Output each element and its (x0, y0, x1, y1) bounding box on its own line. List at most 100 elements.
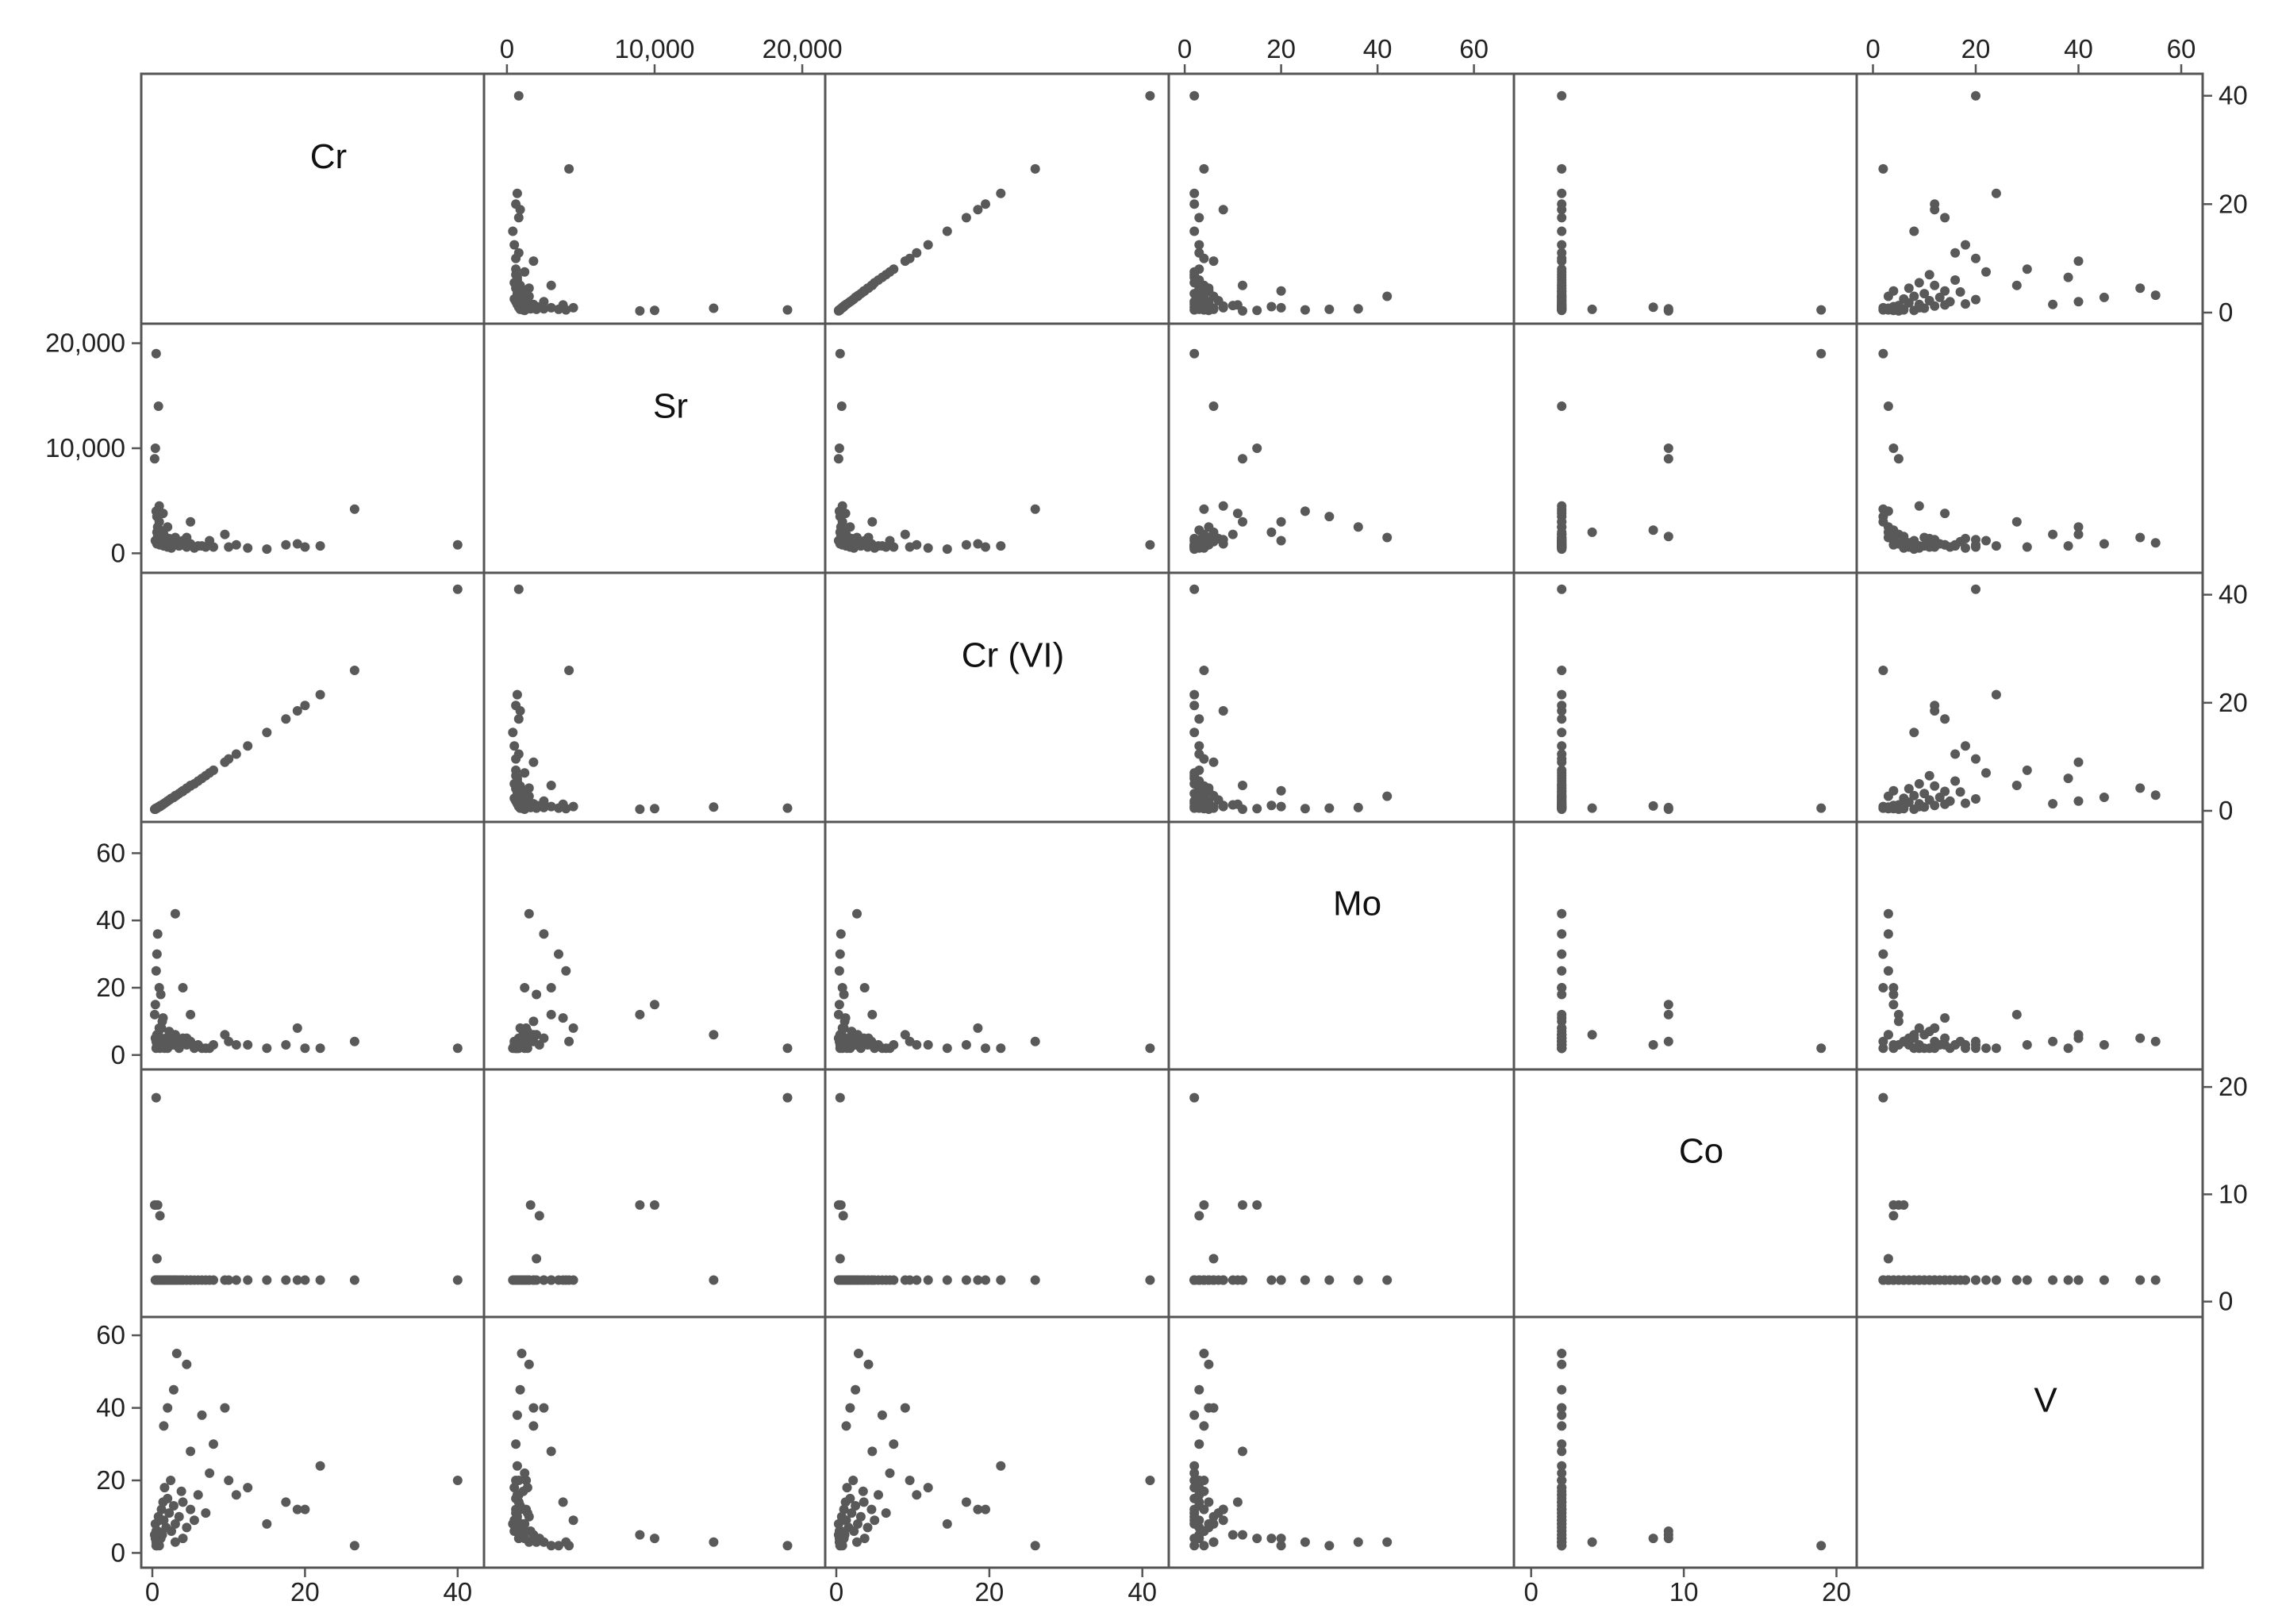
point-47 (1238, 280, 1247, 290)
point-58 (568, 1023, 578, 1033)
point-29 (1878, 348, 1888, 359)
point-43 (2063, 774, 2073, 784)
point-21 (1888, 443, 1899, 453)
point-42 (2099, 1275, 2109, 1285)
point-38 (1991, 541, 2001, 551)
point-12 (853, 1518, 862, 1529)
point-16 (1930, 781, 1940, 791)
point-58 (568, 801, 578, 812)
point-19 (1924, 770, 1934, 781)
point-18 (1950, 275, 1961, 285)
point-36 (1940, 539, 1950, 550)
point-39 (349, 666, 359, 675)
point-56 (1971, 1040, 1980, 1050)
point-58 (154, 501, 164, 511)
point-50 (511, 701, 521, 711)
point-49 (1950, 749, 1961, 759)
point-22 (561, 966, 571, 976)
point-37 (973, 539, 983, 549)
point-35 (262, 1275, 272, 1285)
point-35 (1189, 226, 1200, 236)
point-14 (1940, 1033, 1950, 1043)
point-56 (848, 1040, 859, 1050)
point-47 (867, 1009, 878, 1019)
point-48 (1557, 768, 1567, 778)
point-59 (1940, 1013, 1950, 1023)
point-40 (2150, 1036, 2161, 1046)
point-35 (942, 1275, 952, 1285)
point-54 (1663, 304, 1673, 314)
point-53 (534, 800, 544, 811)
point-38 (996, 188, 1006, 198)
point-25 (546, 302, 556, 313)
point-34 (1557, 240, 1567, 250)
point-36 (1940, 213, 1950, 223)
y-tick-label-co-2: 20 (2219, 1072, 2248, 1101)
point-57 (1557, 536, 1567, 547)
point-31 (859, 1534, 870, 1544)
point-16 (1199, 1504, 1209, 1515)
y-tick-label-sr-0: 0 (111, 538, 125, 567)
point-50 (1930, 1275, 1940, 1285)
point-58 (1218, 302, 1228, 313)
point-50 (1189, 199, 1200, 209)
panel-frame-sr-vs-sr (482, 322, 827, 574)
point-57 (1955, 1036, 1965, 1046)
point-30 (852, 908, 862, 919)
point-41 (1204, 1359, 1214, 1369)
point-23 (1324, 1275, 1335, 1285)
point-48 (205, 1275, 215, 1285)
point-51 (1145, 1476, 1155, 1485)
point-19 (201, 1508, 211, 1518)
point-29 (782, 803, 793, 813)
point-39 (1030, 1541, 1040, 1551)
panel-frame-cr-vs-cr (140, 72, 486, 325)
point-57 (176, 1486, 186, 1496)
x-tick-label-mo-1: 20 (1266, 34, 1296, 63)
point-34 (243, 741, 253, 751)
point-59 (840, 509, 851, 519)
point-42 (1557, 1384, 1567, 1395)
point-34 (923, 1040, 933, 1050)
y-tick-label-mo-0: 0 (111, 1040, 125, 1069)
point-29 (1878, 1092, 1888, 1103)
axis-ticks: 0 20 40 0 10,000 20,000 0 20 40 0 20 40 60 0 10 20 0 20 40… (45, 34, 2248, 1607)
point-42 (851, 1384, 861, 1395)
point-11 (168, 1501, 179, 1511)
point-29 (782, 1043, 793, 1054)
point-39 (1878, 1275, 1888, 1285)
point-15 (1904, 283, 1914, 294)
panel-frame-mo-vs-mo (1167, 820, 1516, 1071)
point-35 (1189, 1518, 1200, 1529)
point-52 (835, 1254, 845, 1264)
point-56 (1194, 794, 1204, 804)
points-cr-vs-co (1557, 90, 1827, 316)
point-38 (996, 1275, 1006, 1285)
point-36 (1194, 1497, 1204, 1507)
point-32 (220, 529, 230, 539)
point-13 (1919, 289, 1930, 299)
point-13 (855, 1511, 866, 1522)
point-57 (1199, 287, 1209, 297)
point-33 (224, 542, 234, 552)
point-22 (1300, 305, 1310, 315)
point-54 (525, 1200, 536, 1210)
point-12 (1909, 291, 1919, 301)
point-35 (508, 226, 518, 236)
point-39 (1199, 666, 1209, 675)
point-47 (867, 516, 878, 527)
point-59 (840, 1275, 851, 1285)
point-35 (262, 544, 272, 555)
point-29 (151, 348, 161, 359)
point-15 (862, 1522, 873, 1533)
point-17 (1914, 278, 1924, 288)
point-51 (1145, 1275, 1155, 1285)
point-36 (1940, 714, 1950, 724)
point-40 (1557, 1349, 1567, 1358)
point-34 (923, 1275, 933, 1285)
point-53 (534, 302, 544, 313)
panel-frame-co-vs-co (1512, 1068, 1858, 1319)
point-32 (900, 1030, 910, 1040)
point-50 (981, 1275, 990, 1285)
point-37 (973, 1504, 983, 1515)
